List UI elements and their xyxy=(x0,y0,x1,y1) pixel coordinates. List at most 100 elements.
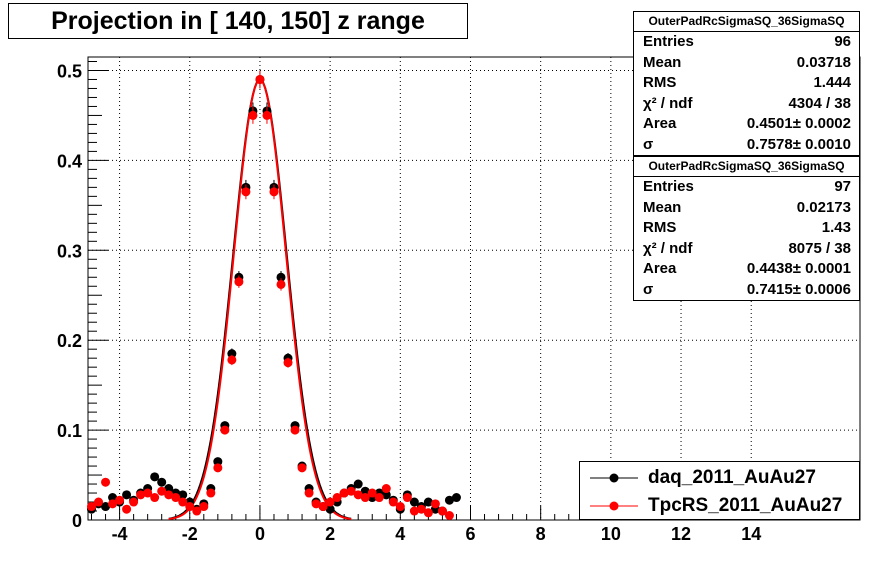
data-point xyxy=(178,497,188,507)
data-point xyxy=(108,493,118,503)
grid-lines xyxy=(88,57,860,520)
data-point xyxy=(108,499,118,509)
data-point xyxy=(444,495,454,505)
data-point xyxy=(227,349,237,359)
y-tick-label: 0 xyxy=(72,511,82,531)
y-tick-label: 0.2 xyxy=(57,331,82,351)
stats-row-rms: RMS 1.43 xyxy=(643,219,851,236)
data-point xyxy=(276,279,286,289)
data-point xyxy=(374,493,384,503)
stats-row-entries: Entries 97 xyxy=(643,178,851,195)
stats-row-area: Area 0.4438± 0.0001 xyxy=(643,260,851,277)
data-point xyxy=(276,272,286,282)
y-tick-label: 0.1 xyxy=(57,421,82,441)
stats-row-chi2: χ² / ndf 8075 / 38 xyxy=(643,239,851,257)
x-tick-label: 4 xyxy=(395,524,405,544)
data-point xyxy=(94,497,104,507)
data-point xyxy=(234,277,244,287)
data-point xyxy=(416,504,426,514)
data-point xyxy=(199,502,209,512)
data-point xyxy=(143,488,153,498)
data-point xyxy=(339,488,349,498)
stats-row-sigma: σ 0.7578± 0.0010 xyxy=(643,135,851,153)
data-point xyxy=(150,493,160,503)
x-tick-label: 0 xyxy=(255,524,265,544)
x-tick-label: 12 xyxy=(671,524,691,544)
data-point xyxy=(171,493,181,503)
data-point xyxy=(423,508,433,518)
stats-row-sigma: σ 0.7415± 0.0006 xyxy=(643,280,851,298)
data-point xyxy=(297,463,307,473)
data-point xyxy=(360,493,370,503)
stats-row-chi2: χ² / ndf 4304 / 38 xyxy=(643,94,851,112)
legend-marker-red-icon xyxy=(590,501,638,511)
data-point xyxy=(101,477,111,487)
legend-label: TpcRS_2011_AuAu27 xyxy=(648,495,843,516)
data-point xyxy=(381,484,391,494)
stats-header: OuterPadRcSigmaSQ_36SigmaSQ xyxy=(634,12,859,32)
data-point xyxy=(402,493,412,503)
data-point xyxy=(451,493,461,503)
data-point xyxy=(353,490,363,500)
data-point xyxy=(325,497,335,507)
data-points xyxy=(87,70,461,521)
stats-row-mean: Mean 0.02173 xyxy=(643,198,851,216)
y-tick-label: 0.3 xyxy=(57,241,82,261)
data-point xyxy=(409,497,419,507)
y-tick-label: 0.4 xyxy=(57,151,82,171)
y-tick-label: 0.5 xyxy=(57,61,82,81)
x-tick-label: -2 xyxy=(182,524,198,544)
data-point xyxy=(213,457,223,467)
data-point xyxy=(255,74,265,84)
data-point xyxy=(136,490,146,500)
x-tick-label: 10 xyxy=(601,524,621,544)
data-point xyxy=(248,110,258,120)
data-point xyxy=(220,425,230,435)
data-point xyxy=(87,502,97,512)
x-tick-label: 14 xyxy=(741,524,761,544)
x-tick-label: 6 xyxy=(465,524,475,544)
data-point xyxy=(283,358,293,368)
data-point xyxy=(178,490,188,500)
data-point xyxy=(241,187,251,197)
legend: daq_2011_AuAu27 TpcRS_2011_AuAu27 xyxy=(579,461,860,520)
data-point xyxy=(213,463,223,473)
stats-row-area: Area 0.4501± 0.0002 xyxy=(643,115,851,132)
data-point xyxy=(353,479,363,489)
data-point xyxy=(444,511,454,521)
tick-labels: -4 -2 0 2 4 6 8 10 12 14 0 0.1 0.2 0.3 0.4 0.5 xyxy=(57,61,761,544)
legend-entry-tpcrs: TpcRS_2011_AuAu27 xyxy=(580,492,859,520)
data-point xyxy=(311,499,321,509)
legend-entry-daq: daq_2011_AuAu27 xyxy=(580,464,859,492)
data-point xyxy=(185,502,195,512)
data-point xyxy=(157,486,167,496)
legend-marker-black-icon xyxy=(590,473,638,483)
data-point xyxy=(290,425,300,435)
data-point xyxy=(115,495,125,505)
data-point xyxy=(395,502,405,512)
plot-frame xyxy=(87,56,861,521)
data-point xyxy=(325,504,335,514)
data-point xyxy=(304,488,314,498)
data-point xyxy=(409,506,419,516)
data-point xyxy=(367,488,377,498)
data-point xyxy=(164,484,174,494)
data-point xyxy=(129,497,139,507)
stats-row-rms: RMS 1.444 xyxy=(643,74,851,91)
data-point xyxy=(388,497,398,507)
chart-title: Projection in [ 140, 150] z range xyxy=(8,3,468,39)
data-point xyxy=(360,486,370,496)
data-point xyxy=(318,502,328,512)
legend-label: daq_2011_AuAu27 xyxy=(648,467,816,488)
data-point xyxy=(157,477,167,487)
stats-box-tpcrs: OuterPadRcSigmaSQ_36SigmaSQ Entries 97 Me… xyxy=(633,156,860,301)
data-point xyxy=(381,490,391,500)
data-point xyxy=(150,472,160,482)
data-point xyxy=(430,499,440,509)
data-point xyxy=(206,488,216,498)
data-point xyxy=(332,493,342,503)
stats-header: OuterPadRcSigmaSQ_36SigmaSQ xyxy=(634,157,859,177)
data-point xyxy=(346,486,356,496)
stats-row-mean: Mean 0.03718 xyxy=(643,53,851,71)
